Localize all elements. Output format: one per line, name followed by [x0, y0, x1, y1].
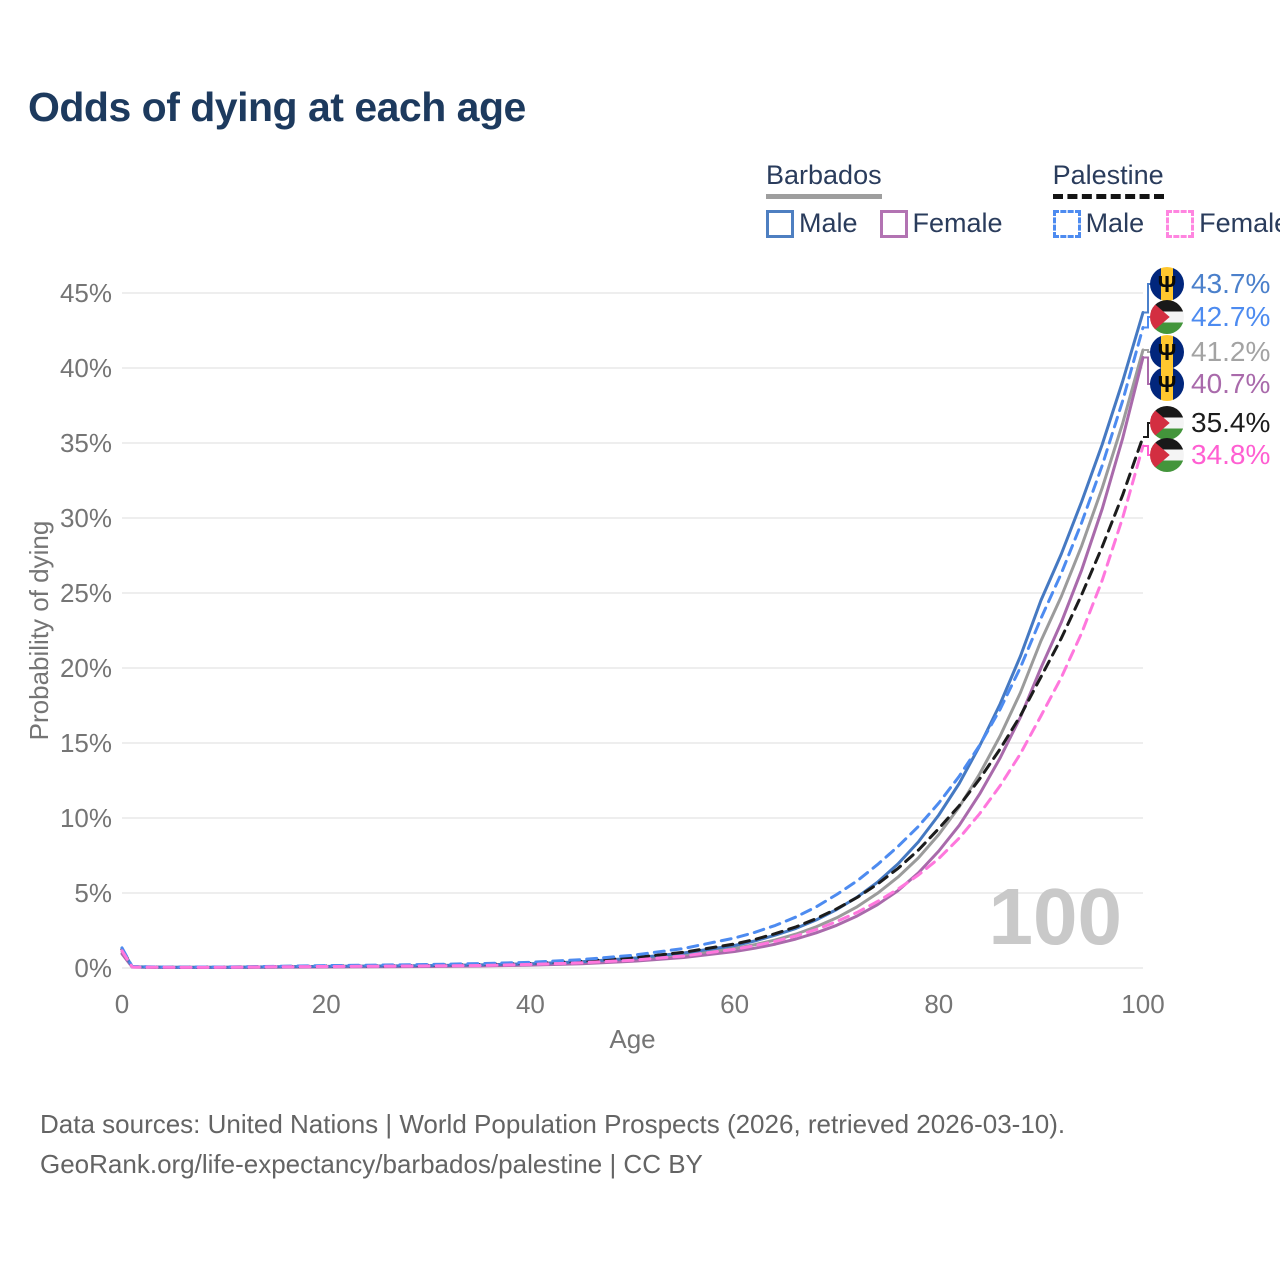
legend-group-palestine: Palestine Male Female: [1052, 160, 1280, 239]
palestine-flag-icon: [1150, 300, 1184, 334]
series-line-palestine-female: [120, 444, 1145, 969]
page-title: Odds of dying at each age: [28, 84, 526, 130]
end-value-label: 43.7%: [1191, 268, 1271, 299]
x-tick-label: 20: [312, 989, 341, 1019]
palestine-flag-icon: [1150, 438, 1184, 472]
y-tick-label: 5%: [74, 878, 112, 908]
legend-item-label: Female: [1199, 208, 1280, 238]
legend-item-label: Male: [1085, 208, 1145, 238]
legend-item-barbados-male: Male: [766, 208, 858, 239]
legend-item-label: Male: [799, 208, 858, 238]
x-tick-label: 0: [115, 989, 129, 1019]
watermark-age-label: 100: [989, 872, 1122, 961]
end-label-palestine-male: 42.7%: [1150, 300, 1270, 334]
end-value-label: 35.4%: [1191, 407, 1271, 438]
y-axis-title: Probability of dying: [24, 521, 54, 741]
y-tick-label: 0%: [74, 953, 112, 983]
legend-group-barbados: Barbados Male Female: [766, 160, 1003, 239]
legend-swatch-icon: [879, 209, 908, 238]
barbados-flag-icon: Ψ: [1150, 335, 1184, 369]
legend-country-label-palestine: Palestine: [1052, 160, 1164, 199]
legend-swatch-icon: [766, 209, 794, 238]
x-tick-label: 80: [924, 989, 953, 1019]
y-tick-label: 45%: [60, 278, 112, 308]
legend-swatch-icon: [1166, 209, 1195, 238]
end-label-palestine-female: 34.8%: [1150, 438, 1270, 472]
footer-attribution: GeoRank.org/life-expectancy/barbados/pal…: [40, 1149, 703, 1179]
trident-icon: Ψ: [1157, 338, 1177, 365]
legend-swatch-icon: [1052, 209, 1081, 238]
legend: Barbados Male Female Palestine Male Female: [766, 160, 1280, 239]
x-tick-label: 60: [720, 989, 749, 1019]
end-value-label: 41.2%: [1191, 336, 1271, 367]
x-tick-label: 100: [1121, 989, 1164, 1019]
end-label-barbados-male: Ψ 43.7%: [1150, 267, 1270, 301]
legend-item-label: Female: [912, 208, 1003, 238]
legend-item-palestine-male: Male: [1052, 208, 1145, 239]
end-value-label: 40.7%: [1191, 368, 1271, 399]
y-tick-label: 25%: [60, 578, 112, 608]
palestine-flag-icon: [1150, 406, 1184, 440]
y-tick-label: 40%: [60, 353, 112, 383]
barbados-flag-icon: Ψ: [1150, 267, 1184, 301]
end-value-label: 42.7%: [1191, 301, 1271, 332]
end-label-barbados: Ψ 41.2%: [1150, 335, 1270, 369]
y-tick-label: 35%: [60, 428, 112, 458]
legend-country-label-barbados: Barbados: [766, 160, 882, 199]
y-tick-label: 15%: [60, 728, 112, 758]
end-value-label: 34.8%: [1191, 439, 1271, 470]
legend-item-barbados-female: Female: [879, 208, 1003, 239]
trident-icon: Ψ: [1157, 270, 1177, 297]
end-label-palestine: 35.4%: [1150, 406, 1270, 440]
y-tick-label: 10%: [60, 803, 112, 833]
trident-icon: Ψ: [1157, 370, 1177, 397]
footer-data-sources: Data sources: United Nations | World Pop…: [40, 1109, 1066, 1139]
legend-item-palestine-female: Female: [1166, 208, 1280, 239]
end-label-barbados-female: Ψ 40.7%: [1150, 367, 1270, 401]
y-tick-label: 30%: [60, 503, 112, 533]
x-axis-title: Age: [609, 1024, 655, 1054]
footer: Data sources: United Nations | World Pop…: [40, 1104, 1065, 1184]
y-tick-label: 20%: [60, 653, 112, 683]
x-tick-label: 40: [516, 989, 545, 1019]
barbados-flag-icon: Ψ: [1150, 367, 1184, 401]
